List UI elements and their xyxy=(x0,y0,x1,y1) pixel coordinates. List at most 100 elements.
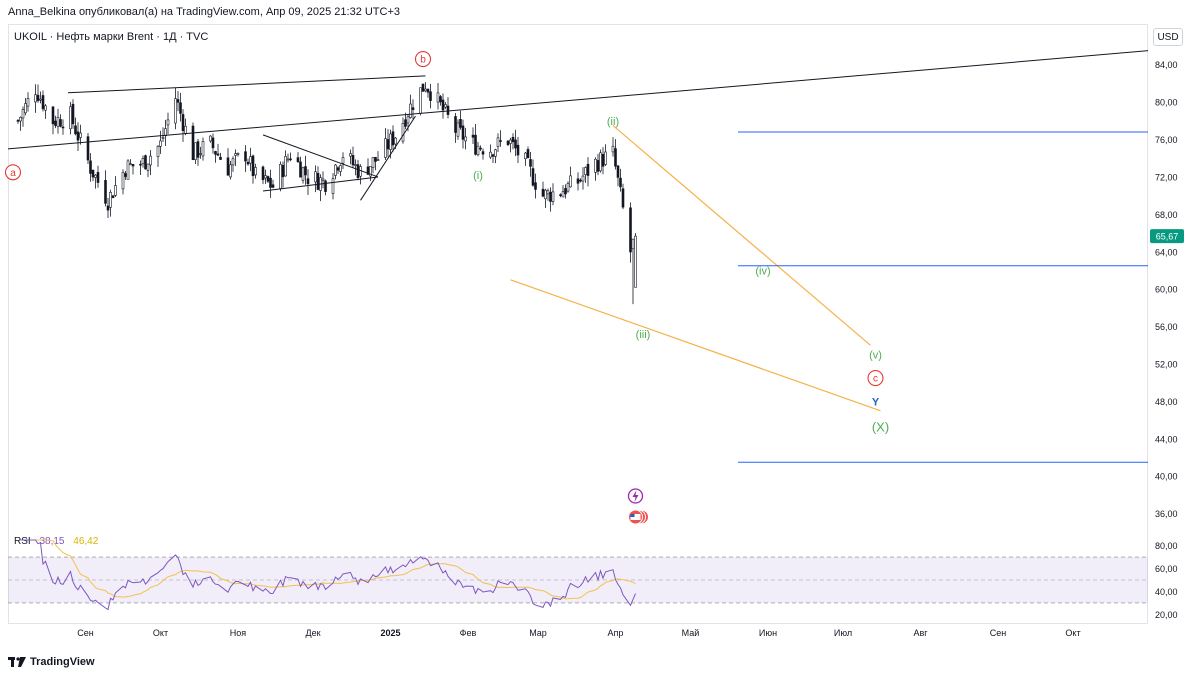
date-tick-label: Ноя xyxy=(230,628,247,638)
candle-body xyxy=(446,105,450,115)
wave-label: (X) xyxy=(872,420,889,435)
date-tick-label: 2025 xyxy=(380,628,400,638)
candle-body xyxy=(299,161,302,178)
date-tick-label: Окт xyxy=(153,628,168,638)
price-tick-label: 60,00 xyxy=(1155,285,1178,295)
candle-body xyxy=(129,163,132,166)
candle-body xyxy=(69,106,72,130)
candle-body xyxy=(149,155,152,166)
triangle-upper xyxy=(262,134,379,178)
rsi-legend[interactable]: RSI 38,15 46,42 xyxy=(14,536,98,547)
rsi-label: RSI xyxy=(14,536,31,547)
date-tick-label: Июл xyxy=(834,628,852,638)
candle-body xyxy=(476,145,480,156)
candle-body xyxy=(301,167,305,181)
candle-body xyxy=(616,165,620,178)
candle-body xyxy=(76,131,80,141)
candle-body xyxy=(121,172,125,190)
candle-body xyxy=(384,138,387,158)
candle-body xyxy=(59,119,62,127)
price-tick-label: 52,00 xyxy=(1155,360,1178,370)
candle-body xyxy=(61,126,65,129)
candle-body xyxy=(111,195,115,199)
candle-body xyxy=(44,105,47,111)
candle-body xyxy=(34,94,37,103)
candle-body xyxy=(166,119,170,126)
candle-body xyxy=(286,158,290,161)
candle-body xyxy=(199,153,202,155)
candle-body xyxy=(79,132,82,138)
candle-body xyxy=(349,153,352,157)
candle-body xyxy=(461,125,465,140)
candle-body xyxy=(124,173,127,177)
candle-body xyxy=(194,142,197,160)
candle-body xyxy=(401,122,405,142)
candle-body xyxy=(114,185,117,196)
us-flag-canton-icon xyxy=(630,514,635,517)
candle-body xyxy=(324,180,327,192)
tradingview-brand[interactable]: TradingView xyxy=(8,656,95,668)
brand-name: TradingView xyxy=(30,656,95,668)
currency-button[interactable]: USD xyxy=(1153,28,1183,46)
candle-body xyxy=(336,167,340,171)
candle-body xyxy=(284,156,287,177)
candle-body xyxy=(406,116,410,124)
candle-body xyxy=(464,136,467,142)
candle-body xyxy=(146,163,150,171)
candle-body xyxy=(489,151,492,158)
candle-body xyxy=(191,125,195,161)
candle-body xyxy=(219,156,222,160)
candle-body xyxy=(599,152,602,172)
candle-body xyxy=(421,83,425,92)
candle-body xyxy=(499,140,502,142)
candle-body xyxy=(306,178,310,185)
trendline-rise xyxy=(360,115,416,201)
candle-body xyxy=(509,139,512,144)
price-tick-label: 84,00 xyxy=(1155,60,1178,70)
candle-body xyxy=(566,183,570,192)
price-tick-label: 48,00 xyxy=(1155,397,1178,407)
candle-body xyxy=(209,135,212,142)
candle-body xyxy=(439,96,442,103)
candle-body xyxy=(386,139,390,150)
candle-body xyxy=(131,164,135,167)
candle-body xyxy=(524,152,527,160)
candle-body xyxy=(596,160,600,172)
triangle-lower xyxy=(262,176,379,192)
candle-body xyxy=(604,151,607,165)
candle-body xyxy=(289,158,292,161)
candle-body xyxy=(546,190,550,195)
price-tick-label: 72,00 xyxy=(1155,172,1178,182)
candle-body xyxy=(496,137,500,147)
trendline-top xyxy=(67,75,426,94)
candle-body xyxy=(614,148,617,167)
wave-label: (iii) xyxy=(636,329,651,341)
candle-body xyxy=(244,151,247,162)
date-tick-label: Фев xyxy=(460,628,477,638)
candle-body xyxy=(456,122,460,137)
candle-body xyxy=(419,87,422,114)
date-tick-label: Апр xyxy=(608,628,624,638)
candle-body xyxy=(159,140,162,147)
candle-body xyxy=(21,109,25,119)
candle-body xyxy=(411,107,415,110)
candle-body xyxy=(424,88,427,92)
candle-body xyxy=(531,168,535,186)
rsi-tick-label: 80,00 xyxy=(1155,541,1178,551)
candle-body xyxy=(251,155,255,176)
candle-body xyxy=(511,136,515,143)
symbol-legend[interactable]: UKOIL · Нефть марки Brent · 1Д · TVC xyxy=(14,31,209,43)
date-tick-label: Июн xyxy=(759,628,777,638)
wave-label-circle xyxy=(414,51,432,68)
candle-body xyxy=(281,165,285,178)
candle-body xyxy=(216,153,220,156)
candle-body xyxy=(234,153,237,156)
rsi-value: 38,15 xyxy=(39,536,65,547)
candle-body xyxy=(156,145,160,158)
candle-body xyxy=(196,141,200,158)
rsi-ma-line xyxy=(20,539,636,600)
candle-body xyxy=(279,163,282,189)
candle-body xyxy=(369,166,372,177)
last-price-badge xyxy=(1150,229,1184,244)
